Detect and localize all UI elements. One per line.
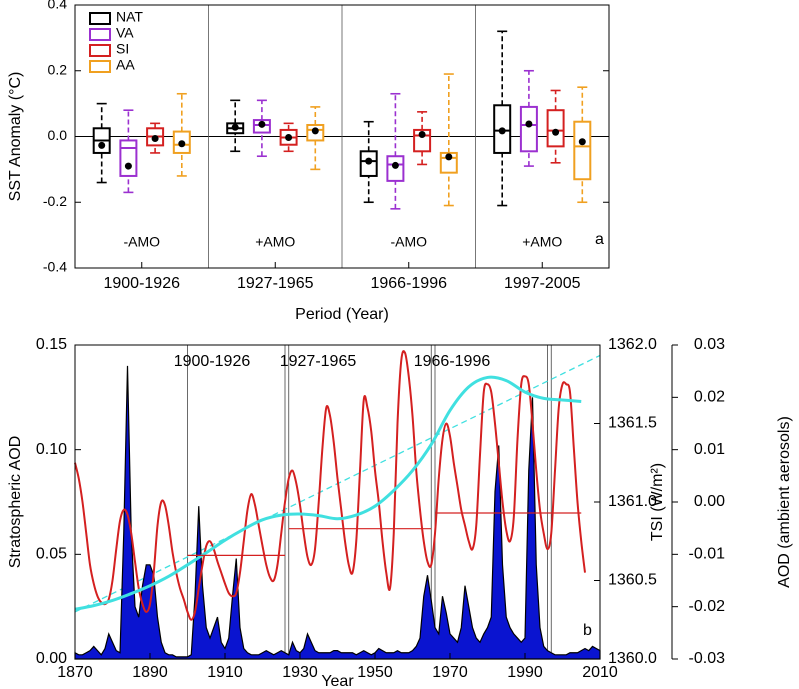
legend-swatch — [89, 60, 111, 73]
tsi-line — [74, 350, 586, 621]
y3-tick-label: 0.00 — [694, 493, 725, 510]
legend-label: AA — [116, 57, 135, 73]
period-label: 1966-1996 — [414, 353, 491, 370]
box — [386, 92, 405, 210]
legend-label: VA — [116, 25, 134, 41]
period-label: 1927-1965 — [280, 353, 357, 370]
box — [573, 86, 592, 204]
x-tick-label: 1930 — [282, 664, 318, 681]
box — [119, 109, 138, 194]
mean-dot — [231, 123, 239, 131]
panel-label: b — [583, 622, 592, 639]
y-tick-label: 0.2 — [48, 61, 68, 77]
mean-dot — [498, 127, 506, 135]
box — [172, 92, 191, 177]
y3-tick-label: 0.01 — [694, 441, 725, 458]
amo-label: +AMO — [255, 234, 295, 250]
box-body — [519, 105, 538, 153]
legend-swatch — [89, 12, 111, 25]
x-tick-label: 2010 — [582, 664, 618, 681]
mean-dot — [418, 131, 426, 139]
box-body — [119, 139, 138, 177]
y3-tick-label: -0.01 — [689, 546, 726, 563]
y2-axis-title: TSI (W/m²) — [649, 463, 666, 541]
x-tick-label: 1997-2005 — [504, 275, 581, 292]
x-tick-label: 1890 — [132, 664, 168, 681]
y-tick-label: 0.00 — [36, 650, 67, 667]
amo-label: -AMO — [123, 234, 160, 250]
legend-swatch — [89, 28, 111, 41]
box — [279, 122, 298, 153]
amo-label: -AMO — [390, 234, 427, 250]
box-body — [573, 120, 592, 181]
box — [439, 73, 458, 207]
y-tick-label: -0.2 — [43, 193, 67, 209]
panel-label: a — [595, 231, 604, 248]
y-tick-label: 0.15 — [36, 336, 67, 353]
ambient-aod-line — [74, 375, 582, 611]
mean-dot — [178, 140, 186, 148]
box — [359, 120, 378, 204]
box — [519, 69, 538, 167]
x-tick-label: 1966-1996 — [370, 275, 447, 292]
mean-dot — [525, 120, 533, 128]
x-tick-label: 1990 — [507, 664, 543, 681]
legend-swatch — [89, 44, 111, 57]
x-tick-label: 1970 — [432, 664, 468, 681]
y2-tick-label: 1361.0 — [608, 493, 657, 510]
amo-label: +AMO — [522, 234, 562, 250]
x-axis-title: Year — [321, 673, 354, 689]
x-tick-label: 1900-1926 — [103, 275, 180, 292]
box — [226, 99, 245, 153]
plot-frame — [74, 4, 610, 269]
mean-dot — [285, 133, 293, 141]
legend-label: NAT — [116, 9, 143, 25]
mean-dot — [124, 162, 132, 170]
y2-tick-label: 1360.5 — [608, 572, 657, 589]
y2-tick-label: 1361.5 — [608, 415, 657, 432]
x-tick-label: 1927-1965 — [237, 275, 314, 292]
mean-dot — [258, 120, 266, 128]
mean-dot — [311, 127, 319, 135]
mean-dot — [98, 141, 106, 149]
y3-axis-title: AOD (ambient aerosols) — [776, 416, 793, 588]
y-tick-label: 0.05 — [36, 546, 67, 563]
y-tick-label: 0.10 — [36, 441, 67, 458]
box — [306, 106, 325, 171]
y3-tick-label: 0.03 — [694, 336, 725, 353]
y3-tick-label: -0.02 — [689, 598, 726, 615]
box — [413, 111, 432, 166]
y3-tick-label: -0.03 — [689, 650, 726, 667]
x-tick-label: 1910 — [207, 664, 243, 681]
y-tick-label: 0.4 — [48, 0, 68, 12]
x-axis-title: Period (Year) — [295, 306, 389, 323]
mean-dot — [552, 128, 560, 136]
mean-dot — [578, 138, 586, 146]
box — [92, 102, 111, 184]
y3-tick-label: 0.02 — [694, 389, 725, 406]
y-axis-title: SST Anomaly (°C) — [7, 72, 24, 202]
box — [252, 99, 271, 158]
y-axis-title: Stratospheric AOD — [7, 436, 24, 569]
mean-dot — [151, 134, 159, 142]
x-tick-label: 1950 — [357, 664, 393, 681]
x-tick-label: 1870 — [57, 664, 93, 681]
mean-dot — [365, 157, 373, 165]
legend-label: SI — [116, 41, 129, 57]
box — [546, 89, 565, 164]
box-body — [546, 109, 565, 148]
mean-dot — [445, 153, 453, 161]
y-tick-label: 0.0 — [48, 127, 68, 143]
y-tick-label: -0.4 — [43, 259, 67, 275]
y2-tick-label: 1362.0 — [608, 336, 657, 353]
box — [146, 122, 165, 154]
period-label: 1900-1926 — [174, 353, 251, 370]
mean-dot — [391, 161, 399, 169]
box — [493, 30, 512, 207]
y2-tick-label: 1360.0 — [608, 650, 657, 667]
